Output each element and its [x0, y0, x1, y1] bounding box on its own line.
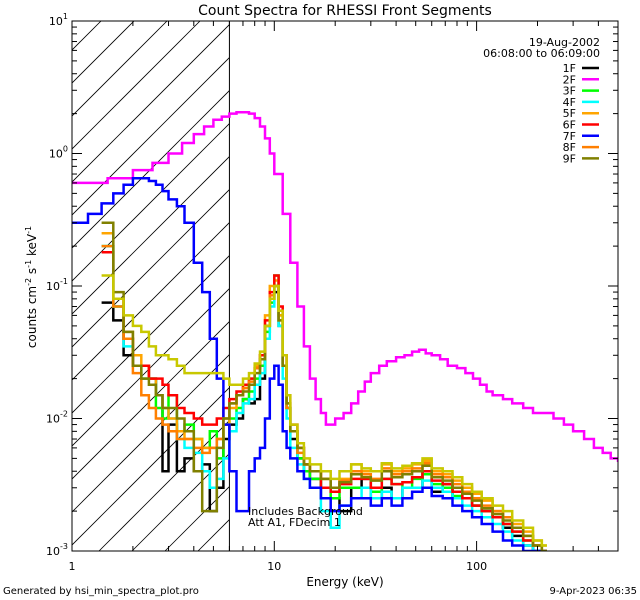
legend-label: 4F: [563, 96, 576, 109]
hatch-line: [72, 24, 230, 183]
hatch-line: [429, 0, 640, 551]
background-hatch-region: [0, 0, 640, 551]
series-yellow-line: [101, 274, 547, 547]
hatch-line: [330, 0, 640, 551]
footer-generated: Generated by hsi_min_spectra_plot.pro: [3, 586, 199, 597]
legend-label: 7F: [563, 130, 576, 143]
legend-date: 19-Aug-2002: [529, 36, 600, 49]
hatch-line: [72, 321, 230, 480]
annotation-attenuator: Att A1, FDecim 1: [248, 516, 341, 529]
y-label-exp2: -1: [24, 260, 33, 268]
hatch-line: [98, 420, 230, 551]
y-tick-label: 10-2: [46, 410, 68, 426]
legend-label: 9F: [563, 152, 576, 165]
annotation-background: Includes Background: [248, 505, 363, 518]
x-axis-ticks: 1 10 100: [69, 21, 619, 573]
hatch-line: [72, 21, 135, 84]
hatch-line: [72, 21, 201, 150]
y-label-exp3: -1: [24, 226, 33, 234]
chart-title: Count Spectra for RHESSI Front Segments: [198, 3, 492, 19]
hatch-line: [72, 189, 230, 348]
legend-label: 2F: [563, 73, 576, 86]
legend-label: 3F: [563, 85, 576, 98]
series-2f-line: [72, 110, 618, 462]
hatch-line: [72, 255, 230, 414]
x-tick-label: 100: [466, 560, 487, 573]
hatch-line: [72, 156, 230, 315]
legend: 19-Aug-2002 06:08:00 to 06:09:00 1F2F3F4…: [483, 36, 600, 165]
y-label-s: s: [25, 268, 39, 278]
hatch-line: [462, 0, 640, 551]
legend-label: 1F: [563, 62, 576, 75]
hatch-line: [72, 387, 230, 546]
y-tick-label: 101: [49, 12, 68, 28]
hatch-line: [0, 0, 138, 551]
x-tick-label: 1: [69, 560, 76, 573]
y-axis-ticks: 101 100 10-1 10-2 10-3: [46, 12, 618, 558]
legend-label: 6F: [563, 119, 576, 132]
hatch-line: [72, 354, 230, 513]
hatch-line: [627, 0, 640, 551]
hatch-line: [528, 0, 640, 551]
hatch-line: [0, 0, 105, 551]
series-group: [72, 110, 618, 551]
y-tick-label: 10-3: [46, 542, 68, 558]
y-label-main: counts cm: [25, 286, 39, 348]
hatch-line: [72, 288, 230, 447]
hatch-line: [594, 0, 640, 551]
x-axis-label: Energy (keV): [306, 575, 383, 589]
y-tick-label: 100: [49, 145, 68, 161]
legend-label: 8F: [563, 141, 576, 154]
footer-timestamp: 9-Apr-2023 06:35: [550, 586, 637, 597]
y-tick-label: 10-1: [46, 277, 68, 293]
legend-time-range: 06:08:00 to 06:09:00: [483, 47, 600, 60]
hatch-line: [297, 0, 640, 551]
y-axis-label: counts cm-2 s-1 keV-1: [24, 226, 39, 348]
legend-label: 5F: [563, 107, 576, 120]
hatch-line: [72, 222, 230, 381]
series-7f-line: [72, 177, 547, 551]
y-label-exp1: -2: [24, 278, 33, 286]
hatch-line: [72, 21, 168, 117]
y-label-kev: keV: [25, 233, 39, 260]
x-tick-label: 10: [267, 560, 281, 573]
